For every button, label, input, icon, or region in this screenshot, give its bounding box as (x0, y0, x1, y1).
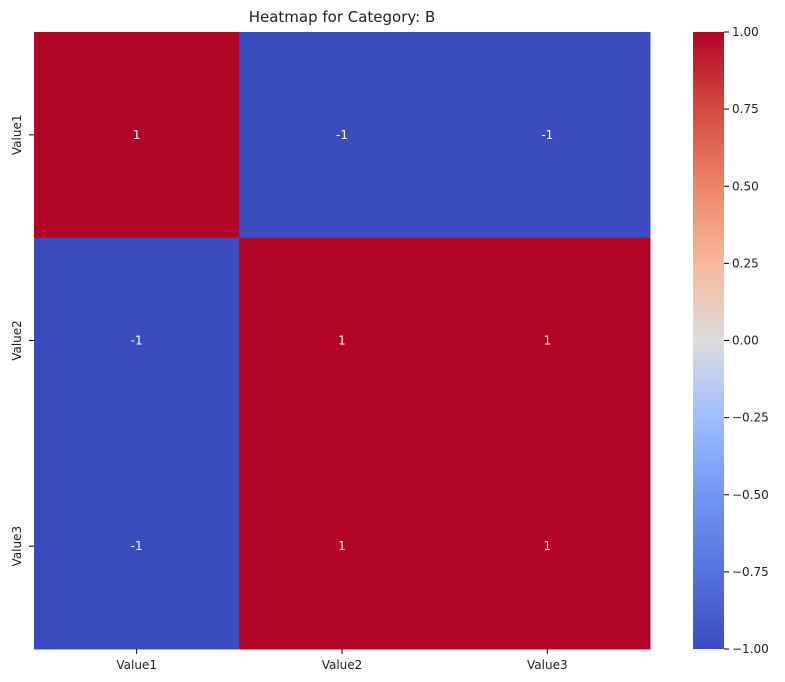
x-axis-ticks: Value1 Value2 Value3 (116, 649, 568, 672)
colorbar-tick-label: 0.25 (732, 256, 759, 270)
cell-annotation: 1 (338, 539, 346, 553)
colorbar-tick-label: −1.00 (732, 642, 769, 656)
heatmap-cell (34, 237, 240, 444)
cell-annotation: 1 (133, 128, 141, 142)
y-axis-ticks: Value1 Value2 Value3 (10, 115, 34, 567)
cell-annotation: -1 (131, 539, 143, 553)
colorbar-tick-label: −0.75 (732, 565, 769, 579)
cell-annotation: 1 (544, 334, 552, 348)
colorbar-tick-label: 0.75 (732, 102, 759, 116)
colorbar-tick-label: 1.00 (732, 25, 759, 39)
colorbar-tick-label: 0.00 (732, 334, 759, 348)
cell-annotation: -1 (336, 128, 348, 142)
x-tick-label: Value2 (322, 658, 363, 672)
heatmap-cell (34, 443, 240, 650)
y-tick-label: Value1 (10, 115, 24, 156)
colorbar-ticks: 1.00 0.75 0.50 0.25 0.00 −0.25 −0.50 −0.75 −1.00 (724, 25, 769, 656)
heatmap-cell (239, 237, 446, 444)
heatmap-cell (239, 32, 446, 239)
cell-annotation: 1 (544, 539, 552, 553)
cell-annotation: -1 (541, 128, 553, 142)
y-tick-label: Value3 (10, 526, 24, 567)
cell-annotation: 1 (338, 334, 346, 348)
colorbar-tick-label: 0.50 (732, 179, 759, 193)
colorbar (693, 32, 724, 649)
colorbar-tick-label: −0.50 (732, 488, 769, 502)
heatmap-cells (34, 32, 651, 650)
colorbar-tick-label: −0.25 (732, 411, 769, 425)
heatmap-cell (239, 443, 446, 650)
heatmap-cell (34, 32, 240, 239)
x-tick-label: Value3 (527, 658, 568, 672)
y-tick-label: Value2 (10, 320, 24, 361)
heatmap-cell (444, 237, 651, 444)
heatmap-cell (444, 443, 651, 650)
cell-annotation: -1 (131, 334, 143, 348)
chart-title: Heatmap for Category: B (249, 8, 436, 26)
x-tick-label: Value1 (116, 658, 157, 672)
cell-annotations: 1 -1 -1 -1 1 1 -1 1 1 (131, 128, 554, 553)
heatmap-cell (444, 32, 651, 239)
